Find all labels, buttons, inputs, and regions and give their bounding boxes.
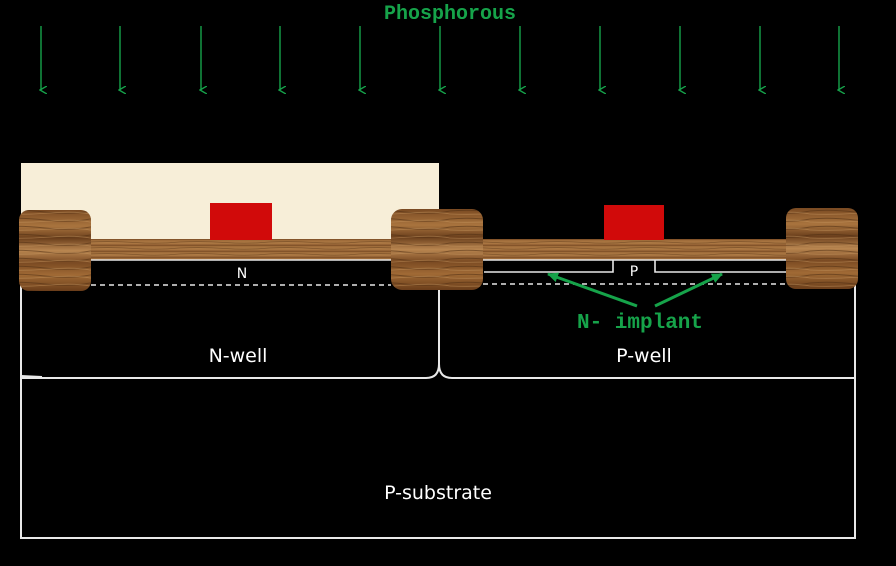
- p-region-label: P: [630, 264, 638, 280]
- field-oxide-right: [786, 208, 858, 289]
- n-well-label: N-well: [209, 345, 268, 367]
- callout-pointer-left: [547, 272, 638, 308]
- n-region-label: N: [237, 266, 247, 282]
- phosphorous-label: Phosphorous: [384, 3, 516, 26]
- n-minus-implant-label: N- implant: [577, 312, 703, 335]
- gate-left: [210, 203, 272, 240]
- implant-callout: N- implant: [547, 272, 723, 335]
- p-substrate-label: P-substrate: [384, 482, 492, 504]
- p-well-label: P-well: [616, 345, 672, 367]
- substrate-outline: [20, 262, 856, 539]
- field-oxide-center: [391, 209, 483, 290]
- implant-arrows: [41, 26, 839, 90]
- p-region: [483, 259, 786, 273]
- field-oxide-left: [19, 210, 91, 291]
- well-boundary: [21, 290, 855, 379]
- gate-oxide-right: [478, 239, 792, 260]
- callout-pointer-right: [654, 272, 723, 308]
- gate-oxide-left: [85, 239, 397, 260]
- gate-right: [604, 205, 664, 240]
